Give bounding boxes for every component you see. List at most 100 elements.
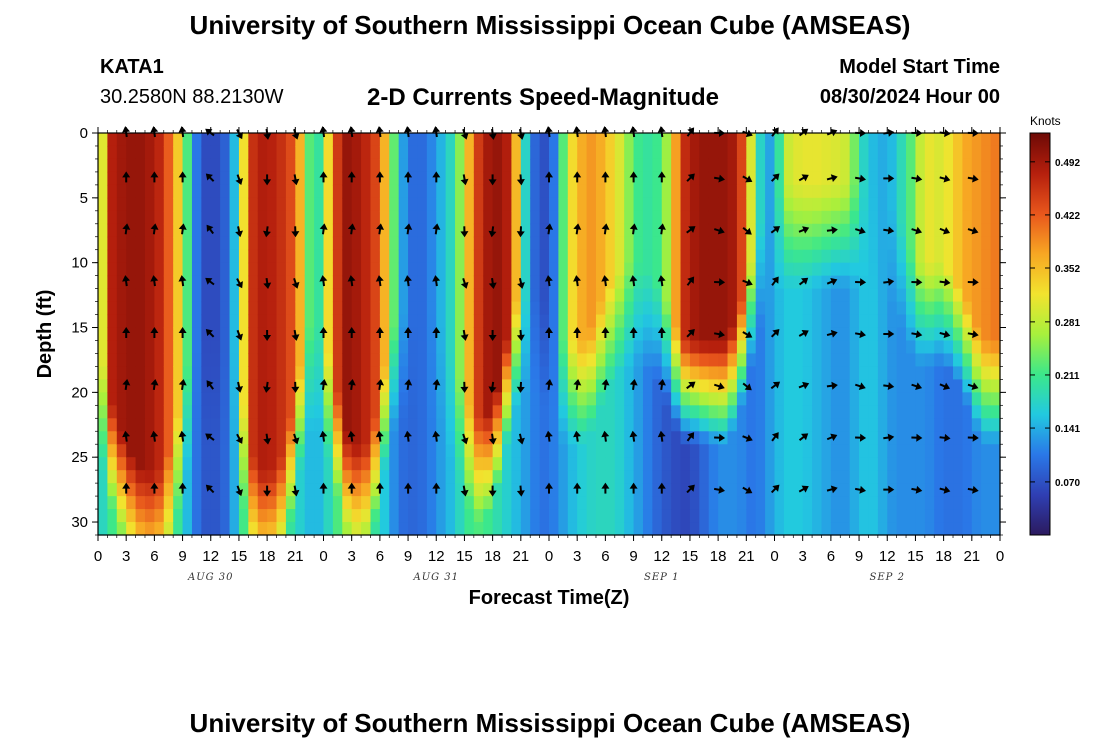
heatmap-cell bbox=[812, 171, 823, 186]
heatmap-cell bbox=[746, 133, 757, 147]
heatmap-cell bbox=[859, 366, 870, 380]
heatmap-cell bbox=[248, 223, 259, 238]
heatmap-cell bbox=[633, 483, 644, 497]
heatmap-cell bbox=[586, 184, 597, 199]
heatmap-cell bbox=[379, 314, 390, 329]
current-vector-arrow bbox=[883, 433, 895, 442]
heatmap-cell bbox=[821, 145, 832, 160]
heatmap-cell bbox=[426, 275, 437, 290]
heatmap-cell bbox=[417, 158, 428, 173]
current-vector-arrow bbox=[319, 327, 328, 338]
heatmap-cell bbox=[276, 197, 287, 212]
heatmap-cell bbox=[652, 275, 663, 290]
heatmap-cell bbox=[859, 353, 870, 368]
heatmap-cell bbox=[859, 470, 870, 484]
heatmap-cell bbox=[238, 262, 249, 277]
current-vector-arrow bbox=[432, 482, 441, 494]
heatmap-cell bbox=[276, 314, 287, 329]
heatmap-cell bbox=[633, 496, 644, 510]
heatmap-cell bbox=[868, 262, 879, 277]
heatmap-cell bbox=[342, 431, 353, 445]
x-tick-label: 12 bbox=[202, 548, 219, 565]
arrow-head bbox=[262, 230, 271, 238]
heatmap-cell bbox=[934, 483, 945, 497]
heatmap-cell bbox=[990, 392, 1001, 406]
colorbar-tick-label: 0.352 bbox=[1055, 264, 1080, 275]
heatmap-cell bbox=[708, 405, 719, 419]
heatmap-cell bbox=[605, 496, 616, 510]
heatmap-cell bbox=[840, 197, 851, 212]
x-tick-label: 18 bbox=[935, 548, 952, 565]
heatmap-cell bbox=[661, 197, 672, 212]
colorbar-tick-label: 0.211 bbox=[1055, 371, 1080, 382]
current-vector-arrow bbox=[854, 330, 866, 339]
arrow-head bbox=[347, 171, 356, 178]
heatmap-cell bbox=[304, 171, 315, 186]
heatmap-cell bbox=[990, 133, 1001, 147]
heatmap-cell bbox=[859, 133, 870, 147]
current-vector-arrow bbox=[488, 277, 497, 290]
heatmap-cell bbox=[379, 210, 390, 225]
heatmap-cell bbox=[708, 210, 719, 225]
heatmap-cell bbox=[934, 379, 945, 393]
heatmap-cell bbox=[98, 431, 108, 445]
heatmap-cell bbox=[708, 366, 719, 380]
heatmap-cell bbox=[248, 158, 259, 173]
heatmap-cell bbox=[624, 249, 635, 264]
x-tick-label: 15 bbox=[231, 548, 248, 565]
day-labels: AUG 30 AUG 31 SEP 1 SEP 2 bbox=[187, 572, 904, 583]
heatmap-cell bbox=[642, 145, 653, 160]
heatmap-cell bbox=[624, 470, 635, 484]
heatmap-cell bbox=[840, 522, 851, 536]
heatmap-cell bbox=[614, 288, 625, 303]
heatmap-cell bbox=[953, 158, 964, 173]
current-vector-arrow bbox=[601, 327, 610, 338]
arrow-head bbox=[205, 277, 213, 285]
heatmap-cell bbox=[708, 145, 719, 160]
current-vector-arrow bbox=[263, 277, 272, 290]
heatmap-cell bbox=[285, 366, 296, 380]
current-vector-arrow bbox=[319, 223, 328, 235]
heatmap-cell bbox=[718, 340, 729, 355]
current-vector-arrow bbox=[460, 277, 469, 289]
heatmap-cell bbox=[699, 184, 710, 199]
heatmap-cell bbox=[295, 483, 306, 497]
heatmap-cell bbox=[323, 171, 334, 186]
heatmap-cell bbox=[671, 327, 682, 342]
heatmap-cell bbox=[220, 236, 231, 251]
heatmap-cell bbox=[304, 197, 315, 212]
arrow-head bbox=[629, 327, 638, 333]
heatmap-cell bbox=[229, 470, 240, 484]
heatmap-cell bbox=[802, 418, 813, 432]
arrow-head bbox=[771, 432, 779, 440]
heatmap-cell bbox=[276, 223, 287, 238]
heatmap-cell bbox=[436, 418, 447, 432]
current-vector-arrow bbox=[742, 382, 752, 391]
heatmap-cell bbox=[408, 197, 419, 212]
heatmap-cell bbox=[464, 522, 475, 536]
current-vector-arrow bbox=[178, 482, 187, 494]
heatmap-cell bbox=[736, 431, 747, 445]
y-tick-label: 30 bbox=[71, 514, 88, 531]
heatmap-cell bbox=[549, 236, 559, 251]
heatmap-cell bbox=[267, 275, 278, 290]
heatmap-cell bbox=[257, 158, 268, 173]
heatmap-cell bbox=[924, 249, 935, 264]
heatmap-cell bbox=[126, 444, 137, 458]
heatmap-cell bbox=[689, 444, 700, 458]
heatmap-cell bbox=[765, 366, 776, 380]
heatmap-cell bbox=[755, 444, 766, 458]
heatmap-cell bbox=[924, 444, 935, 458]
heatmap-cell bbox=[689, 223, 700, 238]
heatmap-cell bbox=[379, 353, 390, 368]
heatmap-cell bbox=[483, 496, 494, 510]
heatmap-cell bbox=[116, 405, 127, 419]
heatmap-cell bbox=[577, 457, 588, 471]
heatmap-cell bbox=[163, 145, 174, 160]
heatmap-cell bbox=[840, 457, 851, 471]
x-tick-label: 12 bbox=[428, 548, 445, 565]
heatmap-cell bbox=[652, 340, 663, 355]
heatmap-cell bbox=[962, 262, 973, 277]
heatmap-cell bbox=[191, 522, 202, 536]
heatmap-cell bbox=[257, 197, 268, 212]
